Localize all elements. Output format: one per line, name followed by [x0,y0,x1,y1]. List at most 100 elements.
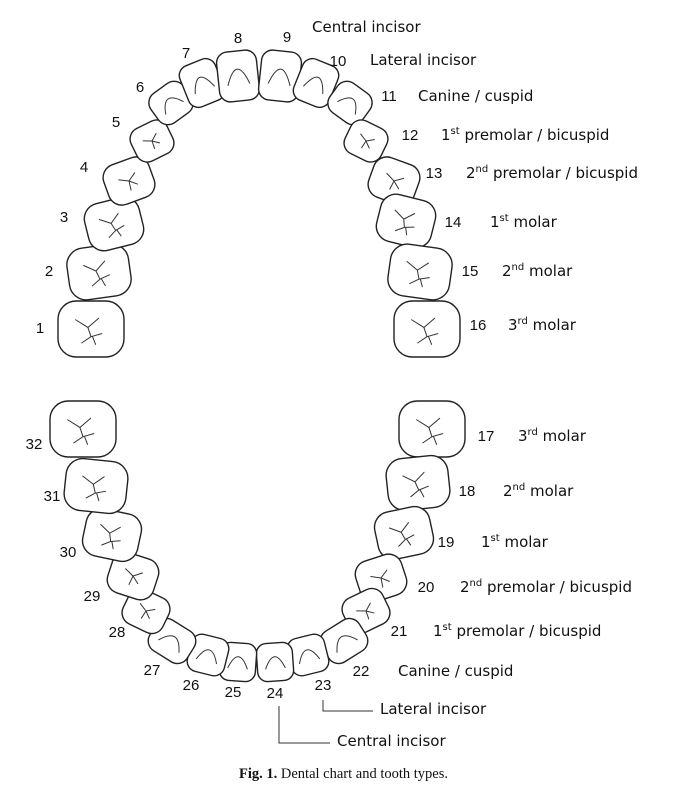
label-superscript: st [500,213,509,224]
tooth-type-label: Lateral incisor [380,700,487,718]
incisal-edge [298,649,321,665]
tooth-type-label: Canine / cuspid [418,87,533,105]
tooth-outline [387,243,453,301]
incisal-edge [265,656,286,670]
tooth-type-label: 2nd premolar / bicuspid [460,578,632,596]
tooth-outline [375,193,437,249]
tooth-13 [367,156,421,206]
tooth-number-2: 2 [45,263,53,280]
caption-text: Dental chart and tooth types. [277,766,448,782]
label-ordinal: 3 [518,427,528,445]
figure-caption: Fig. 1. Dental chart and tooth types. [0,766,687,783]
tooth-28 [121,587,171,635]
incisal-edge [194,76,215,95]
fissure-lines [139,603,156,619]
tooth-type-labels: Central incisor Lateral incisor Canine / c… [312,18,638,750]
tooth-3 [83,196,145,252]
label-superscript: rd [518,316,528,327]
tooth-number-24: 24 [267,685,284,702]
fissure-lines [125,568,143,585]
tooth-number-6: 6 [136,79,144,96]
tooth-outline [398,400,466,458]
fissure-lines [394,209,416,236]
incisal-edge [267,68,291,86]
incisal-edge [227,68,251,86]
tooth-number-26: 26 [183,677,200,694]
label-text: Lateral incisor [380,700,487,718]
tooth-type-label: Central incisor [312,18,421,36]
tooth-16 [393,300,461,358]
tooth-outline [83,196,145,252]
label-text: premolar / bicuspid [452,622,602,640]
label-text: premolar / bicuspid [482,578,632,596]
tooth-number-14: 14 [445,214,462,231]
incisal-edge [337,97,357,115]
tooth-number-5: 5 [112,114,120,131]
leader-line-central-incisor [278,706,330,744]
incisal-edge [227,656,248,670]
fissure-lines [100,524,121,550]
fissure-lines [98,212,125,238]
tooth-15 [387,243,453,301]
tooth-11 [327,80,373,126]
tooth-type-label: Central incisor [337,732,446,750]
incisal-edge [164,97,184,115]
fissure-lines [416,417,444,445]
tooth-type-label: 1st premolar / bicuspid [441,126,609,144]
fissure-lines [83,260,111,287]
tooth-outline [393,300,461,358]
incisal-edge [336,635,358,653]
tooth-type-label: 1st premolar / bicuspid [433,622,601,640]
tooth-number-25: 25 [225,684,242,701]
label-superscript: nd [512,262,525,273]
label-text: Lateral incisor [370,51,477,69]
label-superscript: nd [513,482,526,493]
fissure-lines [118,172,138,191]
label-text: molar [538,427,587,445]
tooth-type-label: 2nd molar [503,482,574,500]
label-text: Central incisor [337,732,446,750]
tooth-number-10: 10 [330,53,347,70]
label-text: Canine / cuspid [418,87,533,105]
label-text: premolar / bicuspid [460,126,610,144]
fissure-lines [370,569,390,588]
tooth-5 [129,119,175,163]
fissure-lines [142,133,161,150]
tooth-number-29: 29 [84,588,101,605]
tooth-type-label: Canine / cuspid [398,662,513,680]
label-text: Central incisor [312,18,421,36]
tooth-outline [57,300,125,358]
tooth-number-9: 9 [283,29,291,46]
tooth-number-13: 13 [426,165,443,182]
tooth-2 [66,243,132,301]
label-ordinal: 2 [502,262,512,280]
label-text: premolar / bicuspid [488,164,638,182]
tooth-31 [63,457,129,515]
label-superscript: st [451,126,460,137]
tooth-outline [327,80,373,126]
fissure-lines [406,261,430,288]
tooth-number-21: 21 [391,623,408,640]
tooth-outline [255,641,295,683]
tooth-type-label: 1st molar [490,213,558,231]
label-ordinal: 1 [433,622,443,640]
tooth-number-17: 17 [478,428,495,445]
label-text: Canine / cuspid [398,662,513,680]
tooth-type-label: 3rd molar [518,427,587,445]
tooth-29 [106,551,160,601]
tooth-outline [63,457,129,515]
tooth-number-28: 28 [109,624,126,641]
label-ordinal: 2 [460,578,470,596]
tooth-number-27: 27 [144,662,161,679]
tooth-number-31: 31 [44,488,61,505]
tooth-number-32: 32 [26,436,43,453]
incisal-edge [195,649,218,665]
tooth-number-4: 4 [80,159,88,176]
tooth-number-3: 3 [60,209,68,226]
label-ordinal: 3 [508,316,518,334]
tooth-12 [343,119,389,163]
tooth-outline [385,454,451,512]
fissure-lines [356,602,375,620]
tooth-outline [66,243,132,301]
